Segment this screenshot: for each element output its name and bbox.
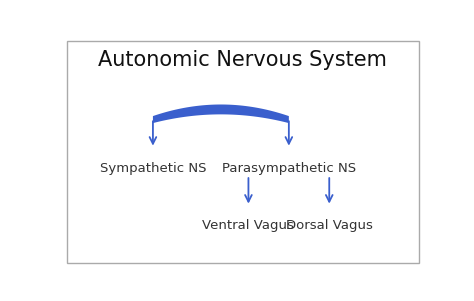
Text: Sympathetic NS: Sympathetic NS bbox=[100, 162, 206, 175]
Text: Autonomic Nervous System: Autonomic Nervous System bbox=[99, 51, 387, 70]
Text: Dorsal Vagus: Dorsal Vagus bbox=[286, 219, 373, 231]
Text: Parasympathetic NS: Parasympathetic NS bbox=[222, 162, 356, 175]
Polygon shape bbox=[153, 104, 289, 123]
Text: Ventral Vagus: Ventral Vagus bbox=[202, 219, 294, 231]
